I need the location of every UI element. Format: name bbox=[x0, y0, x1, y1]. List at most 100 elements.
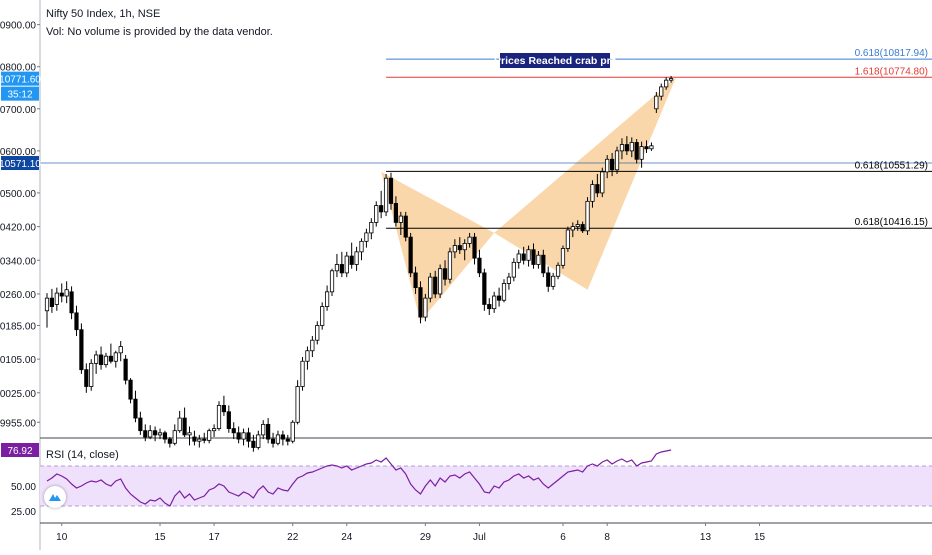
last-price-badge: 10771.60 bbox=[0, 75, 41, 86]
candle-body bbox=[290, 421, 295, 442]
candle-body bbox=[123, 358, 128, 381]
candle-body bbox=[595, 184, 600, 194]
marker-price-badge: 10571.10 bbox=[0, 159, 41, 170]
candle-body bbox=[241, 432, 246, 440]
candle-body bbox=[644, 146, 649, 150]
candle-body bbox=[128, 379, 133, 400]
candle-body bbox=[94, 354, 99, 364]
candle-body bbox=[555, 264, 561, 277]
candle-body bbox=[108, 355, 113, 362]
candle-body bbox=[59, 292, 64, 297]
price-tick-label: 10105.00 bbox=[0, 355, 36, 366]
candle-body bbox=[639, 146, 644, 160]
candle-body bbox=[516, 253, 521, 263]
candle-body bbox=[285, 438, 290, 442]
candle-body bbox=[211, 428, 217, 432]
time-tick-label: 22 bbox=[287, 532, 299, 543]
candle-body bbox=[315, 325, 320, 341]
time-tick-label: 13 bbox=[700, 532, 712, 543]
candle-body bbox=[236, 432, 241, 440]
candle-body bbox=[664, 79, 669, 88]
candle-body bbox=[118, 346, 123, 354]
last-price-badge-box bbox=[1, 71, 39, 86]
candle-body bbox=[447, 251, 453, 280]
candle-body bbox=[207, 430, 212, 441]
rsi-line bbox=[46, 449, 672, 507]
candle-body bbox=[418, 287, 423, 318]
candle-body bbox=[354, 251, 359, 265]
candle-body bbox=[496, 295, 502, 301]
candle-body bbox=[177, 417, 182, 432]
time-tick-label: 15 bbox=[754, 532, 766, 543]
fib-level-label: 1.618(10774.80) bbox=[855, 66, 928, 77]
candle-body bbox=[565, 229, 570, 249]
candle-body bbox=[472, 236, 477, 259]
candle-body bbox=[138, 417, 143, 432]
candle-body bbox=[270, 438, 276, 444]
fib-level-label: 0.618(10817.94) bbox=[855, 48, 928, 59]
candle-body bbox=[541, 254, 546, 274]
candle-body bbox=[103, 355, 109, 366]
candle-body bbox=[364, 232, 369, 242]
annotation-text: Prices Reached crab prz bbox=[494, 55, 616, 67]
tradingview-logo-icon[interactable] bbox=[44, 486, 66, 508]
candle-body bbox=[551, 275, 556, 287]
candle-body bbox=[585, 200, 590, 232]
candle-body bbox=[369, 221, 374, 234]
candle-body bbox=[590, 184, 595, 202]
candle-body bbox=[452, 245, 457, 253]
time-tick-label: 8 bbox=[604, 532, 610, 543]
candle-body bbox=[157, 432, 163, 436]
rsi-band bbox=[40, 466, 932, 506]
candle-body bbox=[329, 270, 335, 293]
candle-body bbox=[526, 249, 531, 261]
candle-body bbox=[570, 226, 575, 231]
candle-body bbox=[44, 297, 50, 312]
time-tick-label: 17 bbox=[209, 532, 221, 543]
rsi-value-badge-box bbox=[1, 443, 39, 457]
countdown-badge-box bbox=[1, 86, 39, 101]
fib-level-label: 0.618(10551.29) bbox=[855, 160, 928, 171]
candle-body bbox=[305, 350, 310, 362]
candle-body bbox=[654, 95, 659, 110]
price-tick-label: 10340.00 bbox=[0, 256, 36, 267]
candle-body bbox=[634, 142, 639, 160]
price-tick-label: 10420.00 bbox=[0, 223, 36, 234]
annotation-box[interactable] bbox=[500, 53, 610, 68]
candle-body bbox=[388, 177, 394, 204]
candle-body bbox=[133, 398, 138, 419]
candle-body bbox=[442, 268, 448, 280]
time-tick-label: 10 bbox=[56, 532, 68, 543]
candle-body bbox=[492, 295, 497, 310]
candle-body bbox=[187, 432, 192, 436]
candle-body bbox=[344, 255, 349, 274]
candle-body bbox=[98, 354, 104, 366]
time-tick-label: 6 bbox=[560, 532, 566, 543]
rsi-tick-label: 25.00 bbox=[11, 507, 36, 518]
candle-body bbox=[614, 150, 620, 171]
rsi-title: RSI (14, close) bbox=[46, 449, 119, 461]
candle-body bbox=[295, 386, 300, 423]
candle-body bbox=[560, 248, 566, 266]
candle-body bbox=[398, 215, 403, 223]
candle-body bbox=[256, 434, 261, 448]
candle-body bbox=[167, 438, 172, 444]
candle-body bbox=[162, 432, 168, 440]
candle-body bbox=[216, 405, 222, 429]
candle-body bbox=[202, 438, 207, 441]
candle-body bbox=[379, 205, 384, 213]
candle-body bbox=[521, 253, 526, 261]
candle-body bbox=[300, 360, 305, 387]
candle-body bbox=[148, 430, 153, 438]
price-tick-label: 10025.00 bbox=[0, 389, 36, 400]
candle-body bbox=[413, 272, 418, 289]
crab-pattern-xab-leg bbox=[381, 171, 495, 322]
candle-body bbox=[600, 171, 605, 194]
candle-body bbox=[49, 297, 55, 307]
rsi-value-badge: 76.92 bbox=[7, 446, 32, 457]
candle-body bbox=[536, 254, 541, 265]
candle-body bbox=[54, 292, 59, 305]
candle-body bbox=[192, 436, 197, 442]
